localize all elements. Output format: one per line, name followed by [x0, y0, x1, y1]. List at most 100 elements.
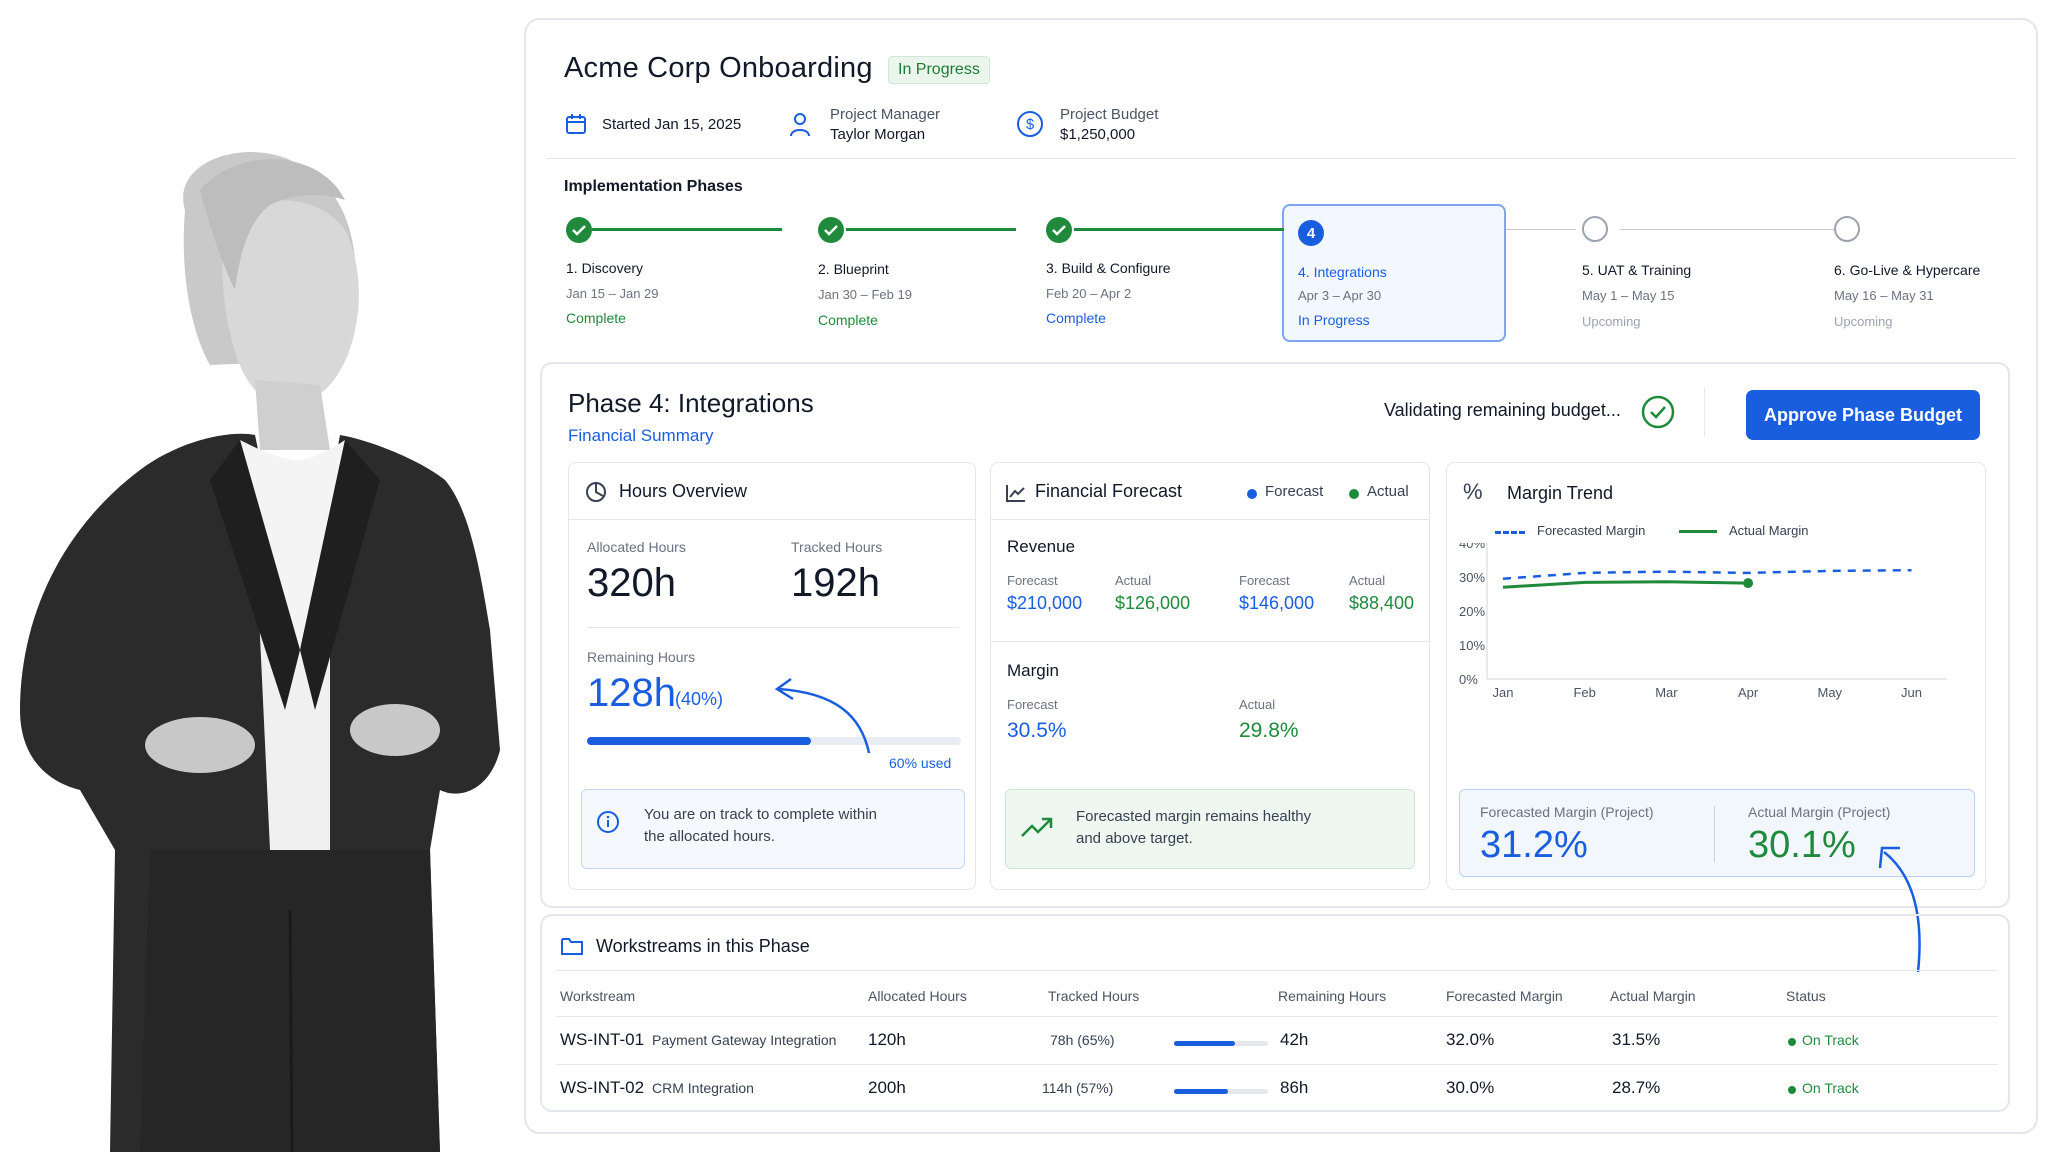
card-divider: [587, 627, 959, 628]
forecast-margin-line: [1502, 568, 1912, 580]
y-tick-label: 10%: [1459, 638, 1485, 653]
phase-2-dates: Jan 30 – Feb 19: [818, 287, 912, 302]
allocated-hours-label: Allocated Hours: [587, 539, 686, 555]
ws-actual-margin: 28.7%: [1612, 1078, 1661, 1097]
forecast-margin-legend: Forecasted Margin: [1537, 523, 1646, 538]
timeline-connector: [1506, 229, 1576, 230]
col-header[interactable]: Remaining Hours: [1278, 988, 1387, 1004]
person-photo: [20, 152, 500, 1152]
remaining-hours-value: 128h: [587, 671, 676, 715]
x-tick-label: Feb: [1573, 685, 1595, 700]
phase-3-dates: Feb 20 – Apr 2: [1046, 286, 1132, 301]
allocated-hours-value: 320h: [587, 561, 676, 605]
ws-remaining: 86h: [1280, 1078, 1309, 1097]
info-text-line-1: You are on track to complete within: [644, 806, 877, 823]
project-actual-margin-value: 30.1%: [1748, 824, 1856, 866]
project-title: Acme Corp Onboarding: [564, 52, 873, 84]
check-icon: [566, 217, 592, 243]
rev-label: Forecast: [1239, 573, 1290, 588]
info-icon: [597, 811, 619, 833]
status-badge: In Progress: [888, 56, 990, 84]
workstreams-title: Workstreams in this Phase: [596, 936, 810, 956]
col-header[interactable]: Allocated Hours: [868, 988, 967, 1004]
actual-legend-label: Actual: [1367, 483, 1409, 500]
ws-tracked-bar-fill: [1174, 1089, 1228, 1094]
phase-3-name[interactable]: 3. Build & Configure: [1046, 260, 1171, 276]
ws-tracked: 114h (57%): [1042, 1080, 1114, 1096]
card-divider: [569, 519, 975, 520]
col-header[interactable]: Status: [1786, 988, 1826, 1004]
manager-label: Project Manager: [830, 106, 941, 123]
phase-panel: Phase 4: Integrations Financial Summary …: [540, 362, 2010, 908]
rev-value: $126,000: [1115, 593, 1191, 613]
rev-value: $88,400: [1349, 593, 1415, 613]
phase-subtitle: Financial Summary: [568, 426, 714, 445]
phase-1-name[interactable]: 1. Discovery: [566, 260, 644, 276]
actual-legend-dot: [1349, 489, 1359, 499]
y-tick-label: 0%: [1459, 672, 1478, 687]
forecast-card-title: Financial Forecast: [1035, 481, 1183, 501]
forecast-legend-label: Forecast: [1265, 483, 1324, 500]
hours-used-text: 60% used: [889, 755, 952, 771]
folder-icon: [561, 938, 583, 955]
phase-4-number: 4: [1298, 220, 1324, 246]
table-divider: [556, 1064, 1998, 1065]
phase-5-name[interactable]: 5. UAT & Training: [1582, 262, 1692, 278]
check-icon: [818, 217, 844, 243]
phases-label: Implementation Phases: [564, 178, 743, 195]
margin-actual-label: Actual: [1239, 697, 1276, 712]
check-circle-icon: [1641, 395, 1675, 429]
phase-1-dates: Jan 15 – Jan 29: [566, 286, 659, 301]
card-divider: [991, 519, 1429, 520]
actual-margin-legend: Actual Margin: [1729, 523, 1809, 538]
phase-2-name[interactable]: 2. Blueprint: [818, 261, 889, 277]
margin-box-divider: [1714, 806, 1715, 862]
y-tick-label: 20%: [1459, 604, 1485, 619]
check-icon: [1046, 217, 1072, 243]
phase-6-name[interactable]: 6. Go-Live & Hypercare: [1834, 262, 1981, 278]
col-header[interactable]: Actual Margin: [1610, 988, 1696, 1004]
ws-tracked-bar: [1174, 1089, 1268, 1094]
validating-text: Validating remaining budget...: [1384, 400, 1621, 420]
ws-id: WS-INT-01: [560, 1030, 645, 1049]
rev-value: $146,000: [1239, 593, 1315, 613]
forecast-legend-dot: [1247, 489, 1257, 499]
on-track-info-box: You are on track to complete within the …: [581, 789, 965, 869]
hours-progress-fill: [587, 737, 812, 745]
margin-actual-value: 29.8%: [1239, 719, 1299, 742]
ws-allocated: 120h: [868, 1030, 906, 1049]
table-divider: [556, 970, 1998, 971]
margin-forecast-value: 30.5%: [1007, 719, 1067, 742]
svg-text:$: $: [1026, 116, 1035, 133]
hours-progress-track: [587, 737, 961, 745]
phase-5-status: Upcoming: [1582, 314, 1641, 329]
ws-status: On Track: [1802, 1032, 1859, 1048]
col-header[interactable]: Workstream: [560, 988, 636, 1004]
phase-6-dates: May 16 – May 31: [1834, 288, 1934, 303]
approve-phase-budget-button[interactable]: Approve Phase Budget: [1746, 390, 1980, 440]
tracked-hours-value: 192h: [791, 561, 880, 605]
calendar-icon: [566, 114, 586, 134]
budget-label: Project Budget: [1060, 106, 1159, 123]
y-tick-label: 30%: [1459, 570, 1485, 585]
project-card: Acme Corp Onboarding In Progress Started…: [524, 18, 2038, 1134]
x-tick-label: Apr: [1738, 685, 1759, 700]
phase-4-name[interactable]: 4. Integrations: [1298, 264, 1387, 280]
col-header[interactable]: Forecasted Margin: [1446, 988, 1563, 1004]
phase-2-status: Complete: [818, 312, 878, 328]
x-tick-label: Jan: [1493, 685, 1514, 700]
timeline-connector: [592, 228, 782, 231]
pie-chart-icon: [586, 482, 606, 502]
ws-id: WS-INT-02: [560, 1078, 645, 1097]
ws-allocated: 200h: [868, 1078, 906, 1097]
info-text-line-2: the allocated hours.: [644, 828, 775, 845]
col-header[interactable]: Tracked Hours: [1048, 988, 1140, 1004]
ws-forecast-margin: 32.0%: [1446, 1030, 1495, 1049]
ws-actual-margin: 31.5%: [1612, 1030, 1661, 1049]
status-dot: [1788, 1038, 1796, 1046]
manager-name: Taylor Morgan: [830, 126, 926, 143]
phase-5-dates: May 1 – May 15: [1582, 288, 1675, 303]
pending-circle-icon: [1834, 216, 1860, 242]
percent-icon: %: [1463, 479, 1483, 504]
ws-name: CRM Integration: [652, 1080, 754, 1096]
